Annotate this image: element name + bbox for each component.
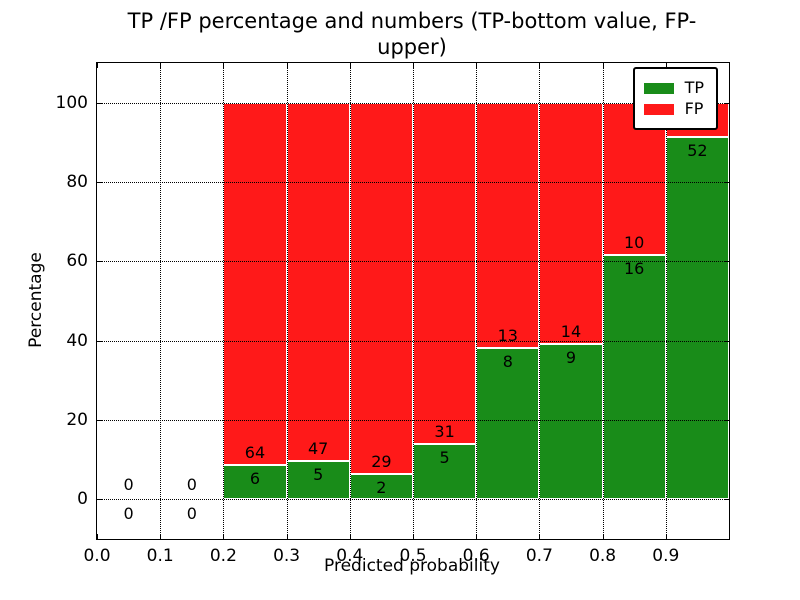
bar-count-tp-label: 52 (687, 141, 708, 161)
y-tick-label: 100 (55, 92, 88, 113)
x-tickmark-top (476, 63, 478, 68)
bar-count-tp-label: 8 (502, 352, 513, 372)
x-tickmark-bottom (286, 534, 288, 539)
bar-count-fp-label: 47 (308, 439, 329, 459)
x-gridline (413, 63, 414, 539)
x-tick-label: 0.8 (589, 546, 617, 566)
x-tick-label: 0.7 (525, 546, 553, 566)
y-axis-label: Percentage (26, 252, 46, 348)
bar-segment-tp (665, 137, 729, 500)
x-gridline (665, 63, 667, 539)
bar-segment-tp (223, 465, 287, 500)
bar-count-fp-label: 64 (244, 443, 266, 463)
x-gridline (160, 63, 162, 539)
y-tickmark-left (97, 420, 102, 421)
x-tick-label: 0.2 (209, 546, 237, 566)
x-tick-label: 0.6 (462, 546, 490, 566)
y-tickmark-right (724, 340, 729, 342)
legend-item-fp: FP (643, 99, 704, 118)
legend-label-tp: TP (684, 78, 704, 97)
bar-count-tp-label: 0 (186, 504, 197, 524)
y-tickmark-left (97, 499, 102, 501)
y-tick-label: 40 (66, 330, 88, 351)
x-tickmark-bottom (665, 534, 667, 539)
y-tickmark-right (724, 102, 729, 104)
y-tick-label: 80 (66, 172, 88, 192)
x-tickmark-bottom (602, 534, 604, 539)
y-tickmark-right (724, 420, 729, 421)
x-axis-label: Predicted probability (324, 556, 500, 576)
x-gridline (223, 63, 225, 539)
y-tickmark-left (97, 182, 102, 183)
x-gridline (286, 63, 288, 539)
x-tickmark-bottom (413, 534, 414, 539)
x-tickmark-top (349, 63, 351, 68)
x-tickmark-bottom (160, 534, 162, 539)
x-gridline (349, 63, 351, 539)
bar-count-fp-label: 0 (123, 475, 134, 495)
bar-count-tp-label: 16 (624, 259, 645, 279)
x-tickmark-bottom (223, 534, 225, 539)
bar-count-tp-label: 5 (439, 448, 450, 468)
bar-count-tp-label: 0 (123, 504, 134, 524)
x-gridline (539, 63, 541, 539)
x-tickmark-top (602, 63, 604, 68)
y-tickmark-right (724, 182, 729, 183)
chart-title-line1: TP /FP percentage and numbers (TP-bottom… (127, 9, 697, 59)
x-tickmark-bottom (539, 534, 541, 539)
x-tickmark-top (97, 63, 98, 68)
x-tickmark-bottom (97, 534, 98, 539)
y-tick-label: 20 (66, 410, 88, 430)
bar-count-tp-label: 6 (249, 469, 261, 489)
bar-count-fp-label: 14 (560, 322, 582, 342)
x-gridline (476, 63, 478, 539)
bar-count-tp-label: 9 (565, 348, 577, 368)
legend-label-fp: FP (684, 99, 704, 118)
y-tickmark-right (724, 261, 729, 263)
bar-segment-tp (539, 344, 603, 500)
bar-segment-fp (349, 102, 413, 474)
bar-segment-fp (476, 102, 540, 349)
plot-area: TP FP 0000646475292315138149101655202040… (56, 62, 730, 566)
fp-color-swatch (643, 103, 674, 115)
y-tick-label: 0 (77, 489, 88, 510)
x-gridline (602, 63, 604, 539)
bar-count-fp-label: 29 (371, 451, 392, 471)
bar-count-fp-label: 10 (624, 233, 645, 253)
x-tick-label: 0.5 (399, 546, 427, 566)
x-tickmark-top (223, 63, 225, 68)
x-tickmark-bottom (476, 534, 478, 539)
x-tickmark-top (539, 63, 541, 68)
y-tickmark-right (724, 499, 729, 501)
y-tickmark-left (97, 261, 102, 263)
bar-count-tp-label: 5 (313, 465, 324, 485)
bar-segment-fp (286, 102, 350, 462)
x-tickmark-top (286, 63, 288, 68)
bar-count-fp-label: 31 (434, 422, 455, 442)
legend-item-tp: TP (643, 78, 704, 97)
x-tickmark-top (665, 63, 667, 68)
bar-segment-fp (413, 102, 477, 445)
y-tickmark-left (97, 102, 102, 104)
legend: TP FP (632, 67, 718, 130)
x-tick-label: 0.3 (273, 546, 301, 566)
x-tick-label: 0.4 (336, 546, 364, 566)
bar-segment-tp (602, 255, 666, 500)
bar-count-tp-label: 2 (376, 477, 387, 497)
x-tickmark-top (413, 63, 414, 68)
x-tickmark-bottom (349, 534, 351, 539)
x-tickmark-top (160, 63, 162, 68)
bar-count-fp-label: 13 (497, 326, 518, 346)
x-tick-label: 0.9 (652, 546, 680, 566)
bar-count-fp-label: 0 (186, 475, 197, 495)
bar-segment-fp (539, 102, 603, 345)
bar-segment-fp (223, 102, 287, 466)
x-tick-label: 0.1 (146, 546, 174, 566)
y-tickmark-left (97, 340, 102, 342)
x-tick-label: 0.0 (83, 546, 111, 566)
tp-color-swatch (643, 82, 674, 94)
y-tick-label: 60 (66, 251, 88, 272)
